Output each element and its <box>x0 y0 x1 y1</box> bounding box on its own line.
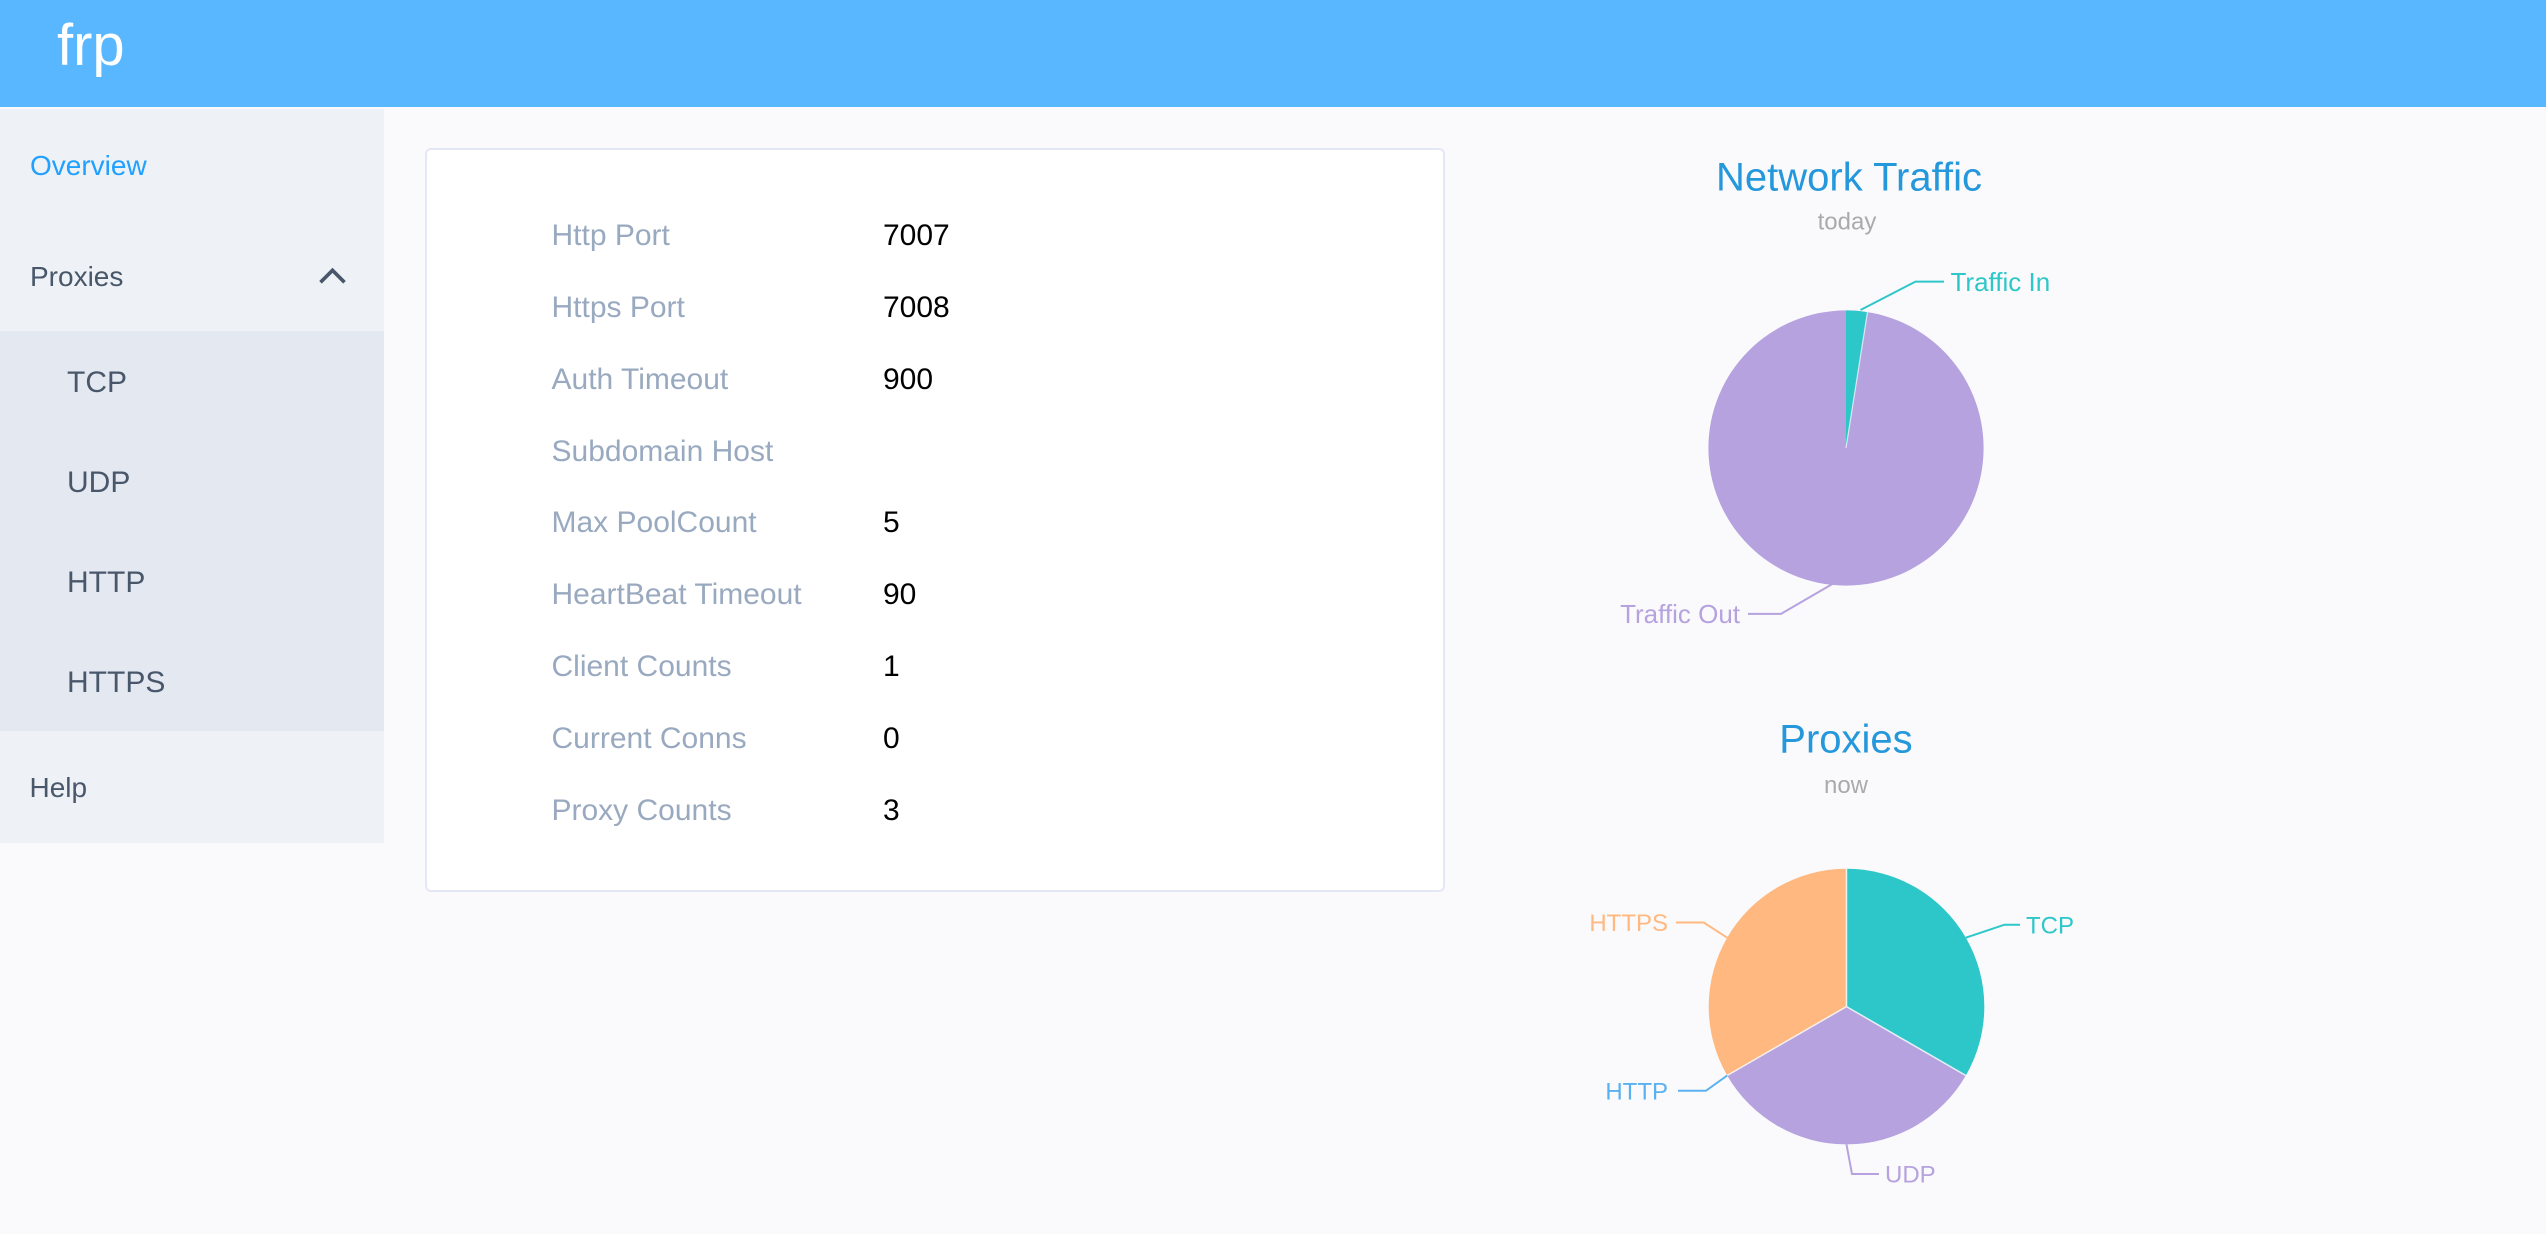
svg-text:UDP: UDP <box>1885 1162 1936 1189</box>
svg-text:today: today <box>1818 209 1877 236</box>
svg-text:HTTP: HTTP <box>1605 1078 1668 1105</box>
svg-text:Traffic In: Traffic In <box>1951 267 2051 297</box>
svg-text:now: now <box>1824 772 1869 799</box>
svg-text:Proxies: Proxies <box>1779 718 1912 762</box>
svg-text:HTTPS: HTTPS <box>1589 910 1668 937</box>
svg-text:Traffic Out: Traffic Out <box>1620 599 1741 629</box>
svg-text:TCP: TCP <box>2026 912 2074 939</box>
svg-text:Network Traffic: Network Traffic <box>1716 156 1982 200</box>
